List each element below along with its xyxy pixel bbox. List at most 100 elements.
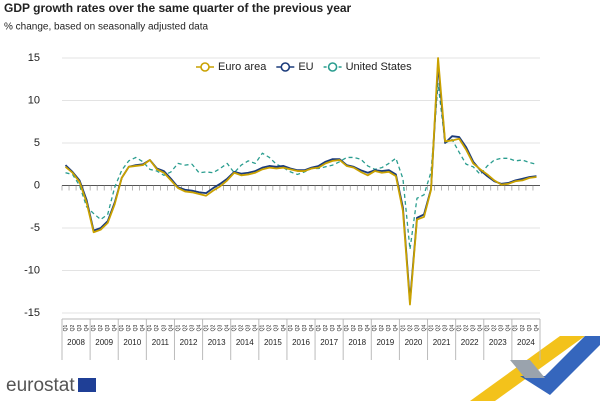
y-tick-label: 15 bbox=[28, 52, 40, 64]
year-label: 2008 bbox=[67, 338, 85, 347]
x-tick-label: Q1 bbox=[203, 324, 209, 331]
x-tick-label: Q2 bbox=[126, 324, 132, 331]
year-label: 2012 bbox=[180, 338, 198, 347]
legend-marker bbox=[327, 62, 338, 72]
x-tick-label: Q4 bbox=[534, 324, 540, 331]
series-line bbox=[64, 57, 537, 306]
x-tick-label: Q4 bbox=[478, 324, 484, 331]
x-tick-label: Q3 bbox=[161, 324, 167, 331]
x-tick-label: Q1 bbox=[63, 324, 69, 331]
x-tick-label: Q1 bbox=[428, 324, 434, 331]
x-tick-label: Q2 bbox=[435, 324, 441, 331]
legend-label: United States bbox=[346, 61, 413, 73]
x-tick-label: Q3 bbox=[527, 324, 533, 331]
x-tick-label: Q4 bbox=[337, 324, 343, 331]
x-tick-label: Q4 bbox=[309, 324, 315, 331]
y-tick-label: 5 bbox=[34, 137, 40, 149]
legend: Euro area EU United States bbox=[196, 61, 412, 73]
x-tick-label: Q4 bbox=[84, 324, 90, 331]
x-tick-label: Q3 bbox=[274, 324, 280, 331]
year-label: 2024 bbox=[517, 338, 535, 347]
x-tick-label: Q1 bbox=[513, 324, 519, 331]
x-tick-label: Q4 bbox=[365, 324, 371, 331]
series-line bbox=[64, 63, 537, 302]
x-tick-label: Q4 bbox=[196, 324, 202, 331]
logo-text: eurostat bbox=[6, 375, 75, 396]
y-tick-label: 0 bbox=[34, 179, 40, 191]
x-tick-label: Q3 bbox=[499, 324, 505, 331]
year-label: 2023 bbox=[489, 338, 507, 347]
x-tick-label: Q4 bbox=[281, 324, 287, 331]
year-label: 2011 bbox=[152, 338, 170, 347]
logo-flag bbox=[78, 378, 96, 392]
y-tick-label: -15 bbox=[24, 307, 40, 319]
decor-ribbon bbox=[510, 360, 545, 378]
year-label: 2019 bbox=[376, 338, 394, 347]
x-tick-label: Q2 bbox=[154, 324, 160, 331]
year-label: 2010 bbox=[123, 338, 141, 347]
chart-title: GDP growth rates over the same quarter o… bbox=[4, 1, 352, 15]
legend-label: Euro area bbox=[218, 61, 267, 73]
x-tick-label: Q3 bbox=[442, 324, 448, 331]
year-label: 2014 bbox=[236, 338, 254, 347]
x-tick-label: Q3 bbox=[77, 324, 83, 331]
decor-ribbon bbox=[520, 336, 600, 395]
x-tick-label: Q4 bbox=[140, 324, 146, 331]
x-tick-label: Q3 bbox=[217, 324, 223, 331]
x-tick-label: Q4 bbox=[225, 324, 231, 331]
x-tick-label: Q3 bbox=[330, 324, 336, 331]
x-tick-label: Q2 bbox=[520, 324, 526, 331]
x-tick-label: Q1 bbox=[175, 324, 181, 331]
x-tick-label: Q1 bbox=[372, 324, 378, 331]
x-tick-label: Q3 bbox=[246, 324, 252, 331]
x-tick-label: Q2 bbox=[351, 324, 357, 331]
year-label: 2020 bbox=[405, 338, 423, 347]
x-tick-label: Q2 bbox=[379, 324, 385, 331]
branding: eurostat bbox=[6, 336, 600, 401]
x-tick-label: Q2 bbox=[239, 324, 245, 331]
year-label: 2022 bbox=[461, 338, 479, 347]
x-tick-label: Q4 bbox=[168, 324, 174, 331]
x-tick-label: Q3 bbox=[133, 324, 139, 331]
x-tick-label: Q2 bbox=[98, 324, 104, 331]
x-tick-label: Q1 bbox=[344, 324, 350, 331]
chart-subtitle: % change, based on seasonally adjusted d… bbox=[4, 22, 208, 33]
x-tick-label: Q3 bbox=[471, 324, 477, 331]
x-tick-label: Q4 bbox=[253, 324, 259, 331]
x-tick-label: Q3 bbox=[386, 324, 392, 331]
y-tick-label: -5 bbox=[30, 222, 40, 234]
year-label: 2015 bbox=[264, 338, 282, 347]
x-tick-label: Q3 bbox=[302, 324, 308, 331]
year-label: 2017 bbox=[320, 338, 338, 347]
x-tick-label: Q4 bbox=[393, 324, 399, 331]
x-tick-label: Q4 bbox=[506, 324, 512, 331]
year-label: 2013 bbox=[208, 338, 226, 347]
year-label: 2021 bbox=[433, 338, 451, 347]
x-tick-label: Q1 bbox=[91, 324, 97, 331]
x-tick-label: Q2 bbox=[407, 324, 413, 331]
x-tick-label: Q3 bbox=[414, 324, 420, 331]
legend-label: EU bbox=[298, 61, 313, 73]
x-tick-label: Q1 bbox=[119, 324, 125, 331]
x-tick-label: Q1 bbox=[232, 324, 238, 331]
x-tick-label: Q2 bbox=[210, 324, 216, 331]
year-label: 2018 bbox=[348, 338, 366, 347]
x-tick-label: Q2 bbox=[182, 324, 188, 331]
x-tick-label: Q2 bbox=[464, 324, 470, 331]
x-tick-label: Q4 bbox=[449, 324, 455, 331]
x-tick-label: Q2 bbox=[70, 324, 76, 331]
x-tick-label: Q4 bbox=[112, 324, 118, 331]
y-tick-label: 10 bbox=[28, 94, 40, 106]
x-tick-label: Q3 bbox=[358, 324, 364, 331]
x-tick-label: Q1 bbox=[147, 324, 153, 331]
x-tick-label: Q2 bbox=[492, 324, 498, 331]
x-tick-label: Q1 bbox=[456, 324, 462, 331]
x-tick-label: Q1 bbox=[485, 324, 491, 331]
y-tick-label: -10 bbox=[24, 264, 40, 276]
x-tick-label: Q2 bbox=[323, 324, 329, 331]
x-tick-label: Q1 bbox=[288, 324, 294, 331]
legend-marker bbox=[280, 62, 291, 72]
x-tick-label: Q1 bbox=[316, 324, 322, 331]
x-tick-label: Q3 bbox=[189, 324, 195, 331]
